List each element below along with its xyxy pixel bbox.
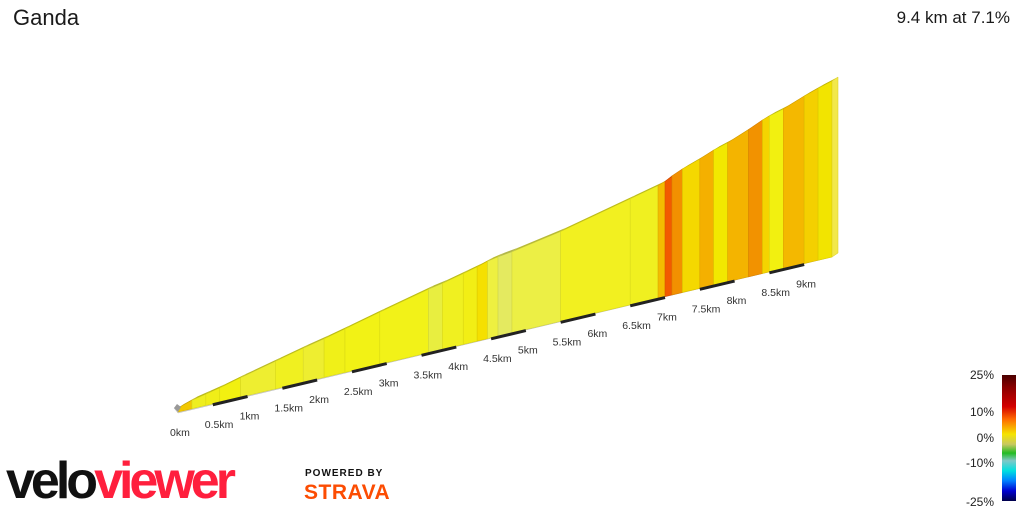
- profile-segment: [240, 360, 276, 398]
- profile-segment-top: [498, 247, 518, 257]
- distance-tick-label: 0km: [170, 427, 190, 439]
- profile-segment-top: [442, 269, 470, 284]
- profile-segment-top: [762, 111, 776, 121]
- profile-segment-top: [804, 84, 825, 97]
- distance-tick-label: 0.5km: [205, 419, 234, 431]
- profile-segment: [817, 80, 833, 261]
- profile-segment: [476, 260, 488, 342]
- profile-segment: [560, 198, 631, 322]
- segment-summary: 9.4 km at 7.1%: [896, 8, 1010, 27]
- strava-logo: STRAVA: [304, 481, 391, 504]
- legend-label-neg10: -10%: [965, 456, 994, 470]
- distance-tick-label: 6.5km: [622, 320, 651, 332]
- distance-tick-label: 9km: [796, 279, 816, 291]
- profile-segment: [344, 311, 381, 373]
- powered-by-label: POWERED BY: [305, 468, 384, 479]
- gradient-color-scale-bar: [1002, 375, 1016, 501]
- profile-segment: [803, 87, 819, 264]
- logo-velo-text: velo: [6, 452, 98, 510]
- profile-segment-top: [477, 257, 494, 267]
- distance-tick-label: 5.5km: [553, 336, 582, 348]
- profile-segment-top: [560, 194, 637, 232]
- profile-segment-top: [818, 77, 838, 89]
- distance-tick-label: 1.5km: [274, 402, 303, 414]
- profile-segment-top: [682, 154, 706, 169]
- profile-segment: [462, 266, 478, 345]
- profile-segment: [727, 129, 749, 283]
- legend-label-0: 0%: [976, 431, 994, 445]
- profile-segment: [442, 273, 464, 350]
- profile-segment-top: [511, 227, 567, 252]
- profile-segment-top: [379, 285, 435, 313]
- profile-segment-top: [324, 324, 351, 339]
- distance-scale-bar: [282, 378, 318, 390]
- profile-segment-top: [428, 279, 449, 290]
- distance-scale-bar: [212, 395, 248, 407]
- profile-segment-top: [769, 104, 790, 116]
- distance-tick-label: 4km: [448, 361, 468, 373]
- profile-segment-top: [487, 252, 505, 262]
- distance-tick-label: 2km: [309, 394, 329, 406]
- profile-segment: [629, 185, 659, 306]
- profile-segment-top: [713, 138, 734, 151]
- distance-tick-label: 1km: [240, 411, 260, 423]
- distance-tick-label: 5km: [518, 345, 538, 357]
- profile-segment-top: [783, 92, 811, 109]
- distance-tick-label: 3.5km: [414, 369, 443, 381]
- distance-scale-bar: [490, 329, 527, 341]
- profile-segment-top: [178, 396, 198, 408]
- profile-segment-top: [463, 262, 484, 274]
- distance-tick-label: 7.5km: [692, 303, 721, 315]
- profile-end-cap: [831, 76, 839, 258]
- profile-segment-top: [219, 373, 247, 388]
- profile-segment-top: [275, 344, 310, 362]
- legend-label-min: -25%: [965, 495, 994, 509]
- profile-segment: [713, 142, 728, 286]
- profile-segment: [782, 95, 805, 269]
- profile-segment: [302, 338, 325, 383]
- logo-viewer-text: viewer: [94, 452, 236, 510]
- distance-scale-bar: [560, 312, 596, 324]
- distance-tick-label: 8.5km: [761, 287, 790, 299]
- distance-tick-label: 8km: [727, 295, 747, 307]
- profile-segment-top: [240, 357, 282, 378]
- legend-label-max: 25%: [969, 368, 994, 382]
- profile-segment: [762, 115, 770, 274]
- distance-scale-bar: [351, 362, 388, 374]
- profile-start-cap: [174, 404, 181, 412]
- profile-segment-top: [191, 390, 212, 401]
- distance-scale-bar: [699, 279, 735, 291]
- segment-title: Ganda: [13, 5, 80, 30]
- profile-segment-top: [727, 125, 755, 143]
- distance-tick-label: 6km: [587, 328, 607, 340]
- profile-segment: [769, 108, 784, 273]
- distance-scale-bar: [629, 296, 666, 308]
- profile-segment: [657, 180, 666, 299]
- profile-segment: [487, 256, 499, 340]
- legend-label-10: 10%: [969, 405, 994, 419]
- profile-segment: [699, 149, 715, 289]
- profile-segment-top: [630, 181, 665, 199]
- profile-segment-top: [205, 383, 226, 395]
- distance-scale-bar: [421, 345, 457, 357]
- distance-tick-label: 3km: [379, 378, 399, 390]
- profile-segment-top: [344, 308, 386, 329]
- distance-tick-label: 7km: [657, 312, 677, 324]
- profile-segment: [428, 282, 443, 354]
- gradient-color-legend: 25% 10% 0% -10% -25%: [960, 368, 1024, 512]
- profile-segment: [682, 158, 701, 293]
- profile-segment: [497, 251, 513, 337]
- distance-scale-bar: [769, 263, 805, 275]
- distance-tick-label: 4.5km: [483, 353, 512, 365]
- distance-tick-label: 2.5km: [344, 386, 373, 398]
- profile-segment: [671, 168, 683, 296]
- profile-segment: [664, 175, 673, 297]
- profile-segment: [511, 231, 561, 334]
- profile-segment-top: [303, 334, 331, 349]
- profile-segment: [748, 119, 763, 278]
